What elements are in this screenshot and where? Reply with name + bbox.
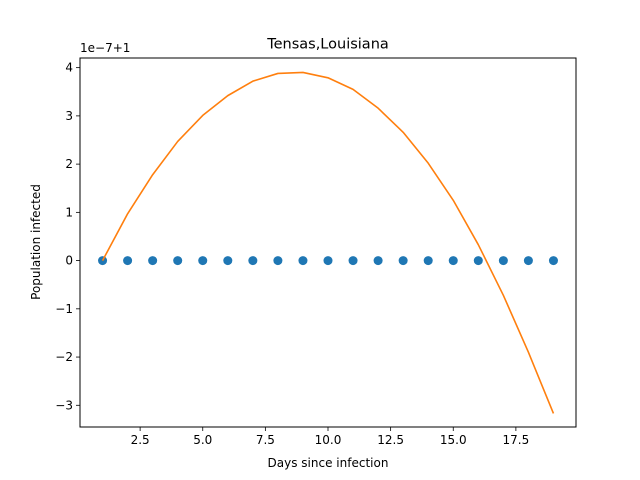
scatter-point xyxy=(123,256,133,266)
axes-frame xyxy=(79,57,577,428)
y-tick-label: 4 xyxy=(65,61,73,75)
plot-area xyxy=(98,71,558,414)
x-axis: 2.5 5.0 7.5 10.0 12.5 15.0 17.5 xyxy=(131,427,530,447)
series-line xyxy=(101,71,555,414)
scatter-point xyxy=(98,256,108,266)
scatter-point xyxy=(148,256,158,266)
scatter-point xyxy=(548,256,558,266)
scatter-point xyxy=(423,256,433,266)
x-tick-label: 2.5 xyxy=(131,433,150,447)
x-axis-label: Days since infection xyxy=(268,456,389,470)
y-axis: −3 −2 −1 0 1 2 3 4 xyxy=(55,61,80,412)
y-tick-label: −3 xyxy=(55,398,73,412)
scatter-point xyxy=(473,256,483,266)
x-tick-label: 7.5 xyxy=(256,433,275,447)
scatter-point xyxy=(373,256,383,266)
x-tick-label: 10.0 xyxy=(315,433,342,447)
x-tick-label: 15.0 xyxy=(440,433,467,447)
x-tick-label: 17.5 xyxy=(503,433,530,447)
y-tick-label: 3 xyxy=(65,109,73,123)
scatter-point xyxy=(348,256,358,266)
scatter-point xyxy=(448,256,458,266)
scatter-point xyxy=(398,256,408,266)
scatter-point xyxy=(223,256,233,266)
y-offset-label: 1e−7+1 xyxy=(80,41,130,55)
y-tick-label: 1 xyxy=(65,205,73,219)
chart-title: Tensas,Louisiana xyxy=(266,37,389,53)
x-tick-label: 5.0 xyxy=(193,433,212,447)
scatter-point xyxy=(298,256,308,266)
scatter-point xyxy=(323,256,333,266)
y-tick-label: 0 xyxy=(65,254,73,268)
scatter-point xyxy=(248,256,258,266)
y-tick-label: −1 xyxy=(55,302,73,316)
scatter-point xyxy=(273,256,283,266)
scatter-point xyxy=(523,256,533,266)
scatter-point xyxy=(173,256,183,266)
y-tick-label: 2 xyxy=(65,157,73,171)
y-tick-label: −2 xyxy=(55,350,73,364)
y-axis-label: Population infected xyxy=(29,184,43,300)
scatter-point xyxy=(198,256,208,266)
x-tick-label: 12.5 xyxy=(377,433,404,447)
scatter-point xyxy=(498,256,508,266)
